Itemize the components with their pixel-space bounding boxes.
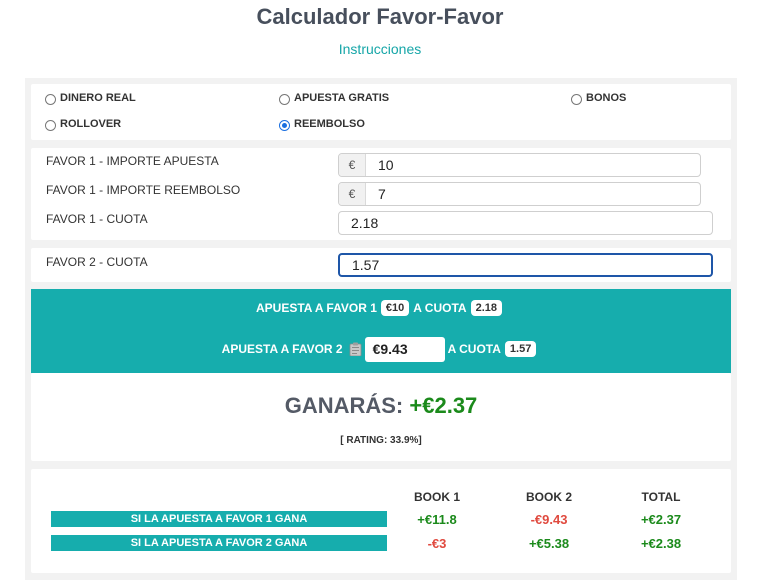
favor1-importe-input[interactable]: € 10 — [338, 153, 701, 177]
row-label-favor2-wins: SI LA APUESTA A FAVOR 2 GANA — [51, 535, 387, 551]
instructions-link[interactable]: Instrucciones — [338, 41, 422, 57]
clipboard-icon[interactable] — [349, 342, 362, 357]
cell-favor2-total: +€2.38 — [640, 536, 682, 551]
favor2-cuota-label: FAVOR 2 - CUOTA — [46, 255, 148, 269]
favor2-odds-badge: 1.57 — [504, 341, 537, 357]
favor1-reembolso-input[interactable]: € 7 — [338, 182, 701, 206]
summary-row-favor2: APUESTA A FAVOR 2 €9.43 A CUOTA 1.57 — [31, 335, 731, 363]
radio-label: DINERO REAL — [60, 92, 136, 104]
favor1-odds-badge: 2.18 — [470, 300, 502, 316]
bet-type-card: DINERO REAL APUESTA GRATIS BONOS ROLLOVE… — [31, 84, 731, 140]
header-total: TOTAL — [641, 490, 681, 504]
rating-text: [ RATING: 33.9%] — [340, 435, 422, 446]
favor2-cuota-input[interactable]: 1.57 — [338, 253, 713, 277]
favor1-importe-label: FAVOR 1 - IMPORTE APUESTA — [46, 154, 219, 168]
summary-row-favor1: APUESTA A FAVOR 1 €10 A CUOTA 2.18 — [31, 297, 731, 319]
cell-favor2-book2: +€5.38 — [528, 536, 570, 551]
favor1-reembolso-label: FAVOR 1 - IMPORTE REEMBOLSO — [46, 183, 241, 197]
radio-label: BONOS — [586, 92, 627, 104]
radio-label: REEMBOLSO — [294, 118, 365, 130]
favor2-stake-output[interactable]: €9.43 — [364, 336, 445, 362]
radio-label: APUESTA GRATIS — [294, 92, 390, 104]
radio-circle[interactable] — [571, 93, 582, 105]
radio-circle[interactable] — [279, 93, 290, 105]
radio-dinero-real[interactable]: DINERO REAL — [45, 92, 136, 105]
cell-favor1-book1: +€11.8 — [417, 512, 457, 527]
euro-addon: € — [339, 183, 366, 205]
radio-rollover[interactable]: ROLLOVER — [45, 118, 122, 131]
result-card: GANARÁS: +€2.37 [ RATING: 33.9%] — [31, 373, 731, 461]
radio-circle[interactable] — [45, 119, 56, 131]
profit-amount: +€2.37 — [409, 393, 478, 418]
cell-favor1-total: +€2.37 — [640, 512, 682, 527]
radio-circle[interactable] — [45, 93, 56, 105]
favor2-card: FAVOR 2 - CUOTA 1.57 — [31, 248, 731, 282]
profit-headline: GANARÁS: +€2.37 — [284, 393, 478, 418]
radio-label: ROLLOVER — [60, 118, 122, 130]
favor1-cuota-label: FAVOR 1 - CUOTA — [46, 212, 148, 226]
favor1-card: FAVOR 1 - IMPORTE APUESTA € 10 FAVOR 1 -… — [31, 148, 731, 240]
cell-favor1-book2: -€9.43 — [530, 512, 568, 527]
favor1-stake-badge: €10 — [380, 300, 410, 316]
page-title: Calculador Favor-Favor — [256, 4, 504, 29]
favor1-cuota-input[interactable]: 2.18 — [338, 211, 713, 235]
euro-addon: € — [339, 154, 366, 176]
radio-bonos[interactable]: BONOS — [571, 92, 627, 105]
calculator-panel: DINERO REAL APUESTA GRATIS BONOS ROLLOVE… — [25, 78, 737, 580]
row-label-favor1-wins: SI LA APUESTA A FAVOR 1 GANA — [51, 511, 387, 527]
radio-reembolso[interactable]: REEMBOLSO — [279, 118, 365, 131]
outcome-table: BOOK 1 BOOK 2 TOTAL SI LA APUESTA A FAVO… — [31, 469, 731, 573]
radio-apuesta-gratis[interactable]: APUESTA GRATIS — [279, 92, 390, 105]
cell-favor2-book1: -€3 — [427, 536, 447, 551]
header-book1: BOOK 1 — [413, 490, 460, 504]
header-book2: BOOK 2 — [525, 490, 572, 504]
radio-circle-checked[interactable] — [279, 119, 290, 131]
bet-summary-banner: APUESTA A FAVOR 1 €10 A CUOTA 2.18 APUES… — [31, 289, 731, 373]
